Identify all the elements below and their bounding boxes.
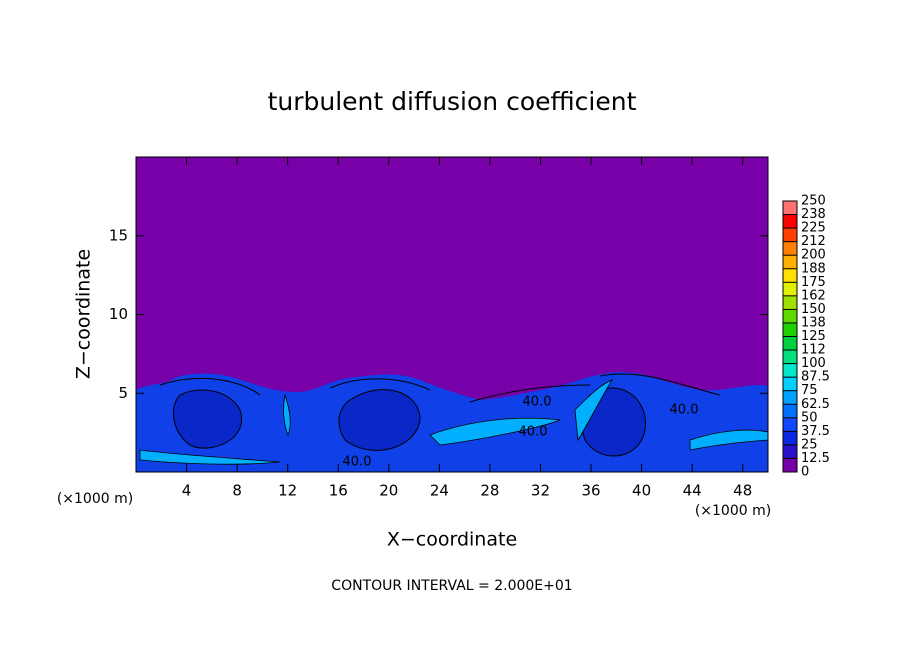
x-tick-label: 8 [232,482,242,500]
x-tick-label: 20 [379,482,398,500]
y-tick-label: 15 [109,226,128,244]
colorbar-tick-label: 175 [801,275,826,290]
colorbar-tick-label: 37.5 [801,424,830,439]
colorbar-swatch [783,377,797,391]
colorbar-swatch [783,390,797,405]
colorbar-swatch [783,350,797,364]
x-tick-label: 36 [581,482,600,500]
colorbar-swatch [783,431,797,445]
colorbar-swatch [783,444,797,459]
colorbar-swatch [783,201,797,215]
colorbar-swatch [783,228,797,242]
x-axis-label: X−coordinate [387,529,517,551]
colorbar-tick-label: 12.5 [801,451,830,466]
colorbar-tick-label: 62.5 [801,397,830,412]
colorbar-swatch [783,255,797,269]
colorbar-tick-label: 200 [801,248,826,263]
x-tick-label: 28 [480,482,499,500]
x-tick-label: 32 [531,482,550,500]
colorbar-swatch [783,282,797,296]
colorbar-tick-label: 50 [801,410,818,425]
colorbar-swatch [783,417,797,432]
colorbar-tick-label: 100 [801,356,826,371]
colorbar-swatch [783,214,797,229]
field-high [139,379,768,465]
colorbar-swatch [783,458,797,472]
x-tick-label: 4 [182,482,192,500]
x-unit-label: (×1000 m) [695,503,771,519]
x-tick-label: 48 [733,482,752,500]
y-axis-label: Z−coordinate [73,249,95,379]
colorbar-tick-label: 250 [801,194,826,209]
x-tick-label: 24 [430,482,449,500]
contour-label: 40.0 [523,395,552,410]
x-tick-label: 40 [632,482,651,500]
colorbar-tick-label: 87.5 [801,370,830,385]
chart-title: turbulent diffusion coefficient [268,87,637,116]
y-unit-label: (×1000 m) [57,491,133,507]
colorbar-swatch [783,295,797,310]
colorbar-tick-label: 238 [801,207,826,222]
y-tick-label: 10 [109,305,128,323]
y-tick-label: 5 [118,384,128,402]
contour-label: 40.0 [670,403,699,418]
colorbar-swatch [783,241,797,256]
colorbar-tick-label: 212 [801,234,826,249]
contour-label: 40.0 [343,455,372,470]
colorbar-tick-label: 125 [801,329,826,344]
colorbar-tick-label: 0 [801,465,809,480]
colorbar-tick-label: 138 [801,315,826,330]
colorbar-tick-label: 25 [801,437,818,452]
colorbar-tick-label: 225 [801,221,826,236]
colorbar-tick-label: 112 [801,343,826,358]
x-tick-label: 16 [329,482,348,500]
colorbar-tick-label: 162 [801,288,826,303]
contour-line [159,373,721,403]
colorbar-tick-label: 150 [801,302,826,317]
contour-label: 40.0 [519,425,548,440]
colorbar-tick-label: 75 [801,383,818,398]
x-tick-label: 12 [278,482,297,500]
colorbar-tick-label: 188 [801,261,826,276]
colorbar-swatch [783,268,797,283]
x-tick-label: 44 [683,482,702,500]
footer: CONTOUR INTERVAL = 2.000E+01 [331,578,572,594]
colorbar-swatch [783,363,797,378]
colorbar-swatch [783,309,797,323]
colorbar-swatch [783,404,797,418]
colorbar-swatch [783,322,797,337]
field [136,372,768,472]
colorbar-swatch [783,336,797,351]
